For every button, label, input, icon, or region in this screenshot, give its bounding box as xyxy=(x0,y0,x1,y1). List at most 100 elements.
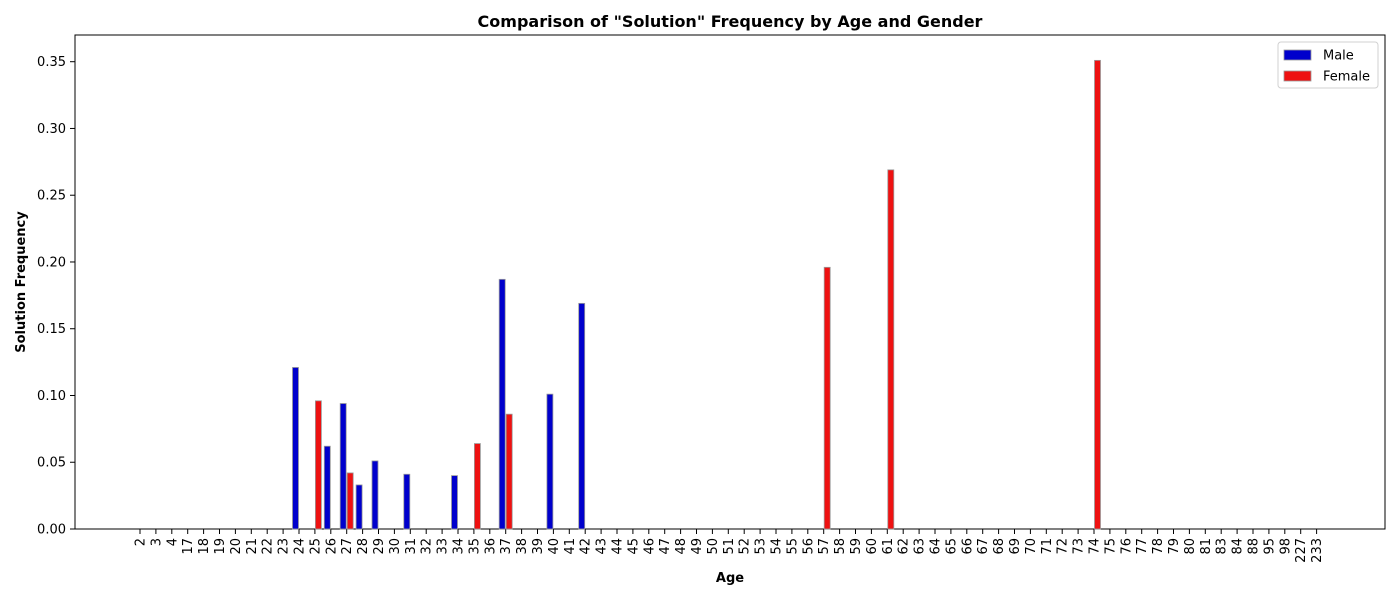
bar-male xyxy=(578,302,586,530)
plot-area: 0.000.050.100.150.200.250.300.352 3 4 17 18 1… xyxy=(37,34,1386,563)
x-tick-label: 83 xyxy=(1215,538,1230,555)
x-tick-label: 3 xyxy=(149,538,164,546)
x-tick-label: 19 xyxy=(213,538,228,555)
bar-male xyxy=(355,484,363,530)
legend-label-male: Male xyxy=(1323,49,1354,64)
x-tick-label: 41 xyxy=(563,538,578,555)
x-tick-label: 18 xyxy=(197,538,212,555)
bar-male xyxy=(292,367,299,530)
x-tick-label: 50 xyxy=(706,538,721,555)
x-tick-label: 34 xyxy=(452,538,467,555)
x-tick-label: 58 xyxy=(833,538,848,555)
x-tick-label: 67 xyxy=(976,538,991,555)
bar-female xyxy=(823,266,831,530)
bar-male xyxy=(498,278,506,530)
x-tick-label: 98 xyxy=(1278,538,1293,555)
x-tick-label: 77 xyxy=(1135,538,1150,555)
x-tick-label: 63 xyxy=(913,538,928,555)
legend-swatch-male xyxy=(1283,49,1312,61)
x-tick-label: 57 xyxy=(817,538,832,555)
x-tick-label: 4 xyxy=(165,538,180,546)
x-tick-label: 78 xyxy=(1151,538,1166,555)
x-tick-label: 17 xyxy=(181,538,196,555)
x-tick-label: 71 xyxy=(1040,538,1055,555)
x-tick-label: 81 xyxy=(1199,538,1214,555)
x-tick-label: 74 xyxy=(1088,538,1103,555)
x-tick-label: 61 xyxy=(881,538,896,555)
x-tick-label: 25 xyxy=(308,538,323,555)
x-tick-label: 72 xyxy=(1056,538,1071,555)
x-tick-label: 38 xyxy=(515,538,530,555)
y-axis-label: Solution Frequency xyxy=(14,211,29,353)
y-tick-label: 0.15 xyxy=(37,322,66,337)
x-tick-label: 39 xyxy=(531,538,546,555)
x-tick-label: 65 xyxy=(944,538,959,555)
x-tick-label: 80 xyxy=(1183,538,1198,555)
x-tick-label: 54 xyxy=(770,538,785,555)
chart-title: Comparison of "Solution" Frequency by Ag… xyxy=(478,12,983,31)
x-tick-label: 70 xyxy=(1024,538,1039,555)
legend: Male Female xyxy=(1277,41,1379,89)
bar-male xyxy=(546,393,554,530)
x-axis-label: Age xyxy=(716,571,744,586)
x-tick-label: 27 xyxy=(340,538,355,555)
bar-male xyxy=(323,445,331,530)
x-tick-label: 2 xyxy=(134,538,149,546)
plot-frame xyxy=(74,34,1386,530)
bar-female xyxy=(887,169,895,530)
legend-label-female: Female xyxy=(1323,70,1370,85)
x-tick-label: 30 xyxy=(388,538,403,555)
y-tick-label: 0.00 xyxy=(37,523,66,538)
x-tick-label: 42 xyxy=(579,538,594,555)
x-tick-label: 62 xyxy=(897,538,912,555)
x-tick-label: 43 xyxy=(595,538,610,555)
y-tick-label: 0.30 xyxy=(37,122,66,137)
x-tick-label: 32 xyxy=(420,538,435,555)
x-tick-label: 69 xyxy=(1008,538,1023,555)
bar-female xyxy=(314,400,322,530)
x-tick-label: 55 xyxy=(785,538,800,555)
x-tick-label: 76 xyxy=(1119,538,1134,555)
x-tick-label: 51 xyxy=(722,538,737,555)
x-tick-label: 68 xyxy=(992,538,1007,555)
x-tick-label: 31 xyxy=(404,538,419,555)
x-tick-label: 66 xyxy=(960,538,975,555)
x-tick-label: 73 xyxy=(1072,538,1087,555)
x-tick-label: 59 xyxy=(849,538,864,555)
bar-female xyxy=(473,443,481,530)
x-tick-label: 52 xyxy=(738,538,753,555)
x-tick-label: 21 xyxy=(245,538,260,555)
x-tick-label: 24 xyxy=(293,538,308,555)
legend-swatch-female xyxy=(1283,70,1312,82)
x-tick-label: 20 xyxy=(229,538,244,555)
x-tick-label: 26 xyxy=(324,538,339,555)
x-tick-label: 23 xyxy=(277,538,292,555)
x-tick-label: 49 xyxy=(690,538,705,555)
y-tick-label: 0.35 xyxy=(37,55,66,70)
x-tick-label: 79 xyxy=(1167,538,1182,555)
bar-female xyxy=(1094,59,1101,530)
x-tick-label: 22 xyxy=(261,538,276,555)
bar-male xyxy=(339,403,347,530)
bar-female xyxy=(346,472,354,530)
x-tick-label: 45 xyxy=(626,538,641,555)
y-tick-label: 0.25 xyxy=(37,189,66,204)
x-tick-label: 56 xyxy=(801,538,816,555)
x-tick-label: 88 xyxy=(1247,538,1262,555)
x-tick-label: 53 xyxy=(754,538,769,555)
bar-male xyxy=(451,475,458,530)
y-tick-label: 0.10 xyxy=(37,389,66,404)
y-tick-label: 0.20 xyxy=(37,255,66,270)
bar-male xyxy=(403,473,411,530)
x-tick-label: 227 xyxy=(1294,538,1309,563)
y-tick-label: 0.05 xyxy=(37,456,66,471)
x-tick-label: 36 xyxy=(483,538,498,555)
x-tick-label: 29 xyxy=(372,538,387,555)
x-tick-label: 95 xyxy=(1262,538,1277,555)
x-tick-label: 33 xyxy=(436,538,451,555)
x-tick-label: 40 xyxy=(547,538,562,555)
x-tick-label: 44 xyxy=(611,538,626,555)
bar-male xyxy=(371,460,379,530)
